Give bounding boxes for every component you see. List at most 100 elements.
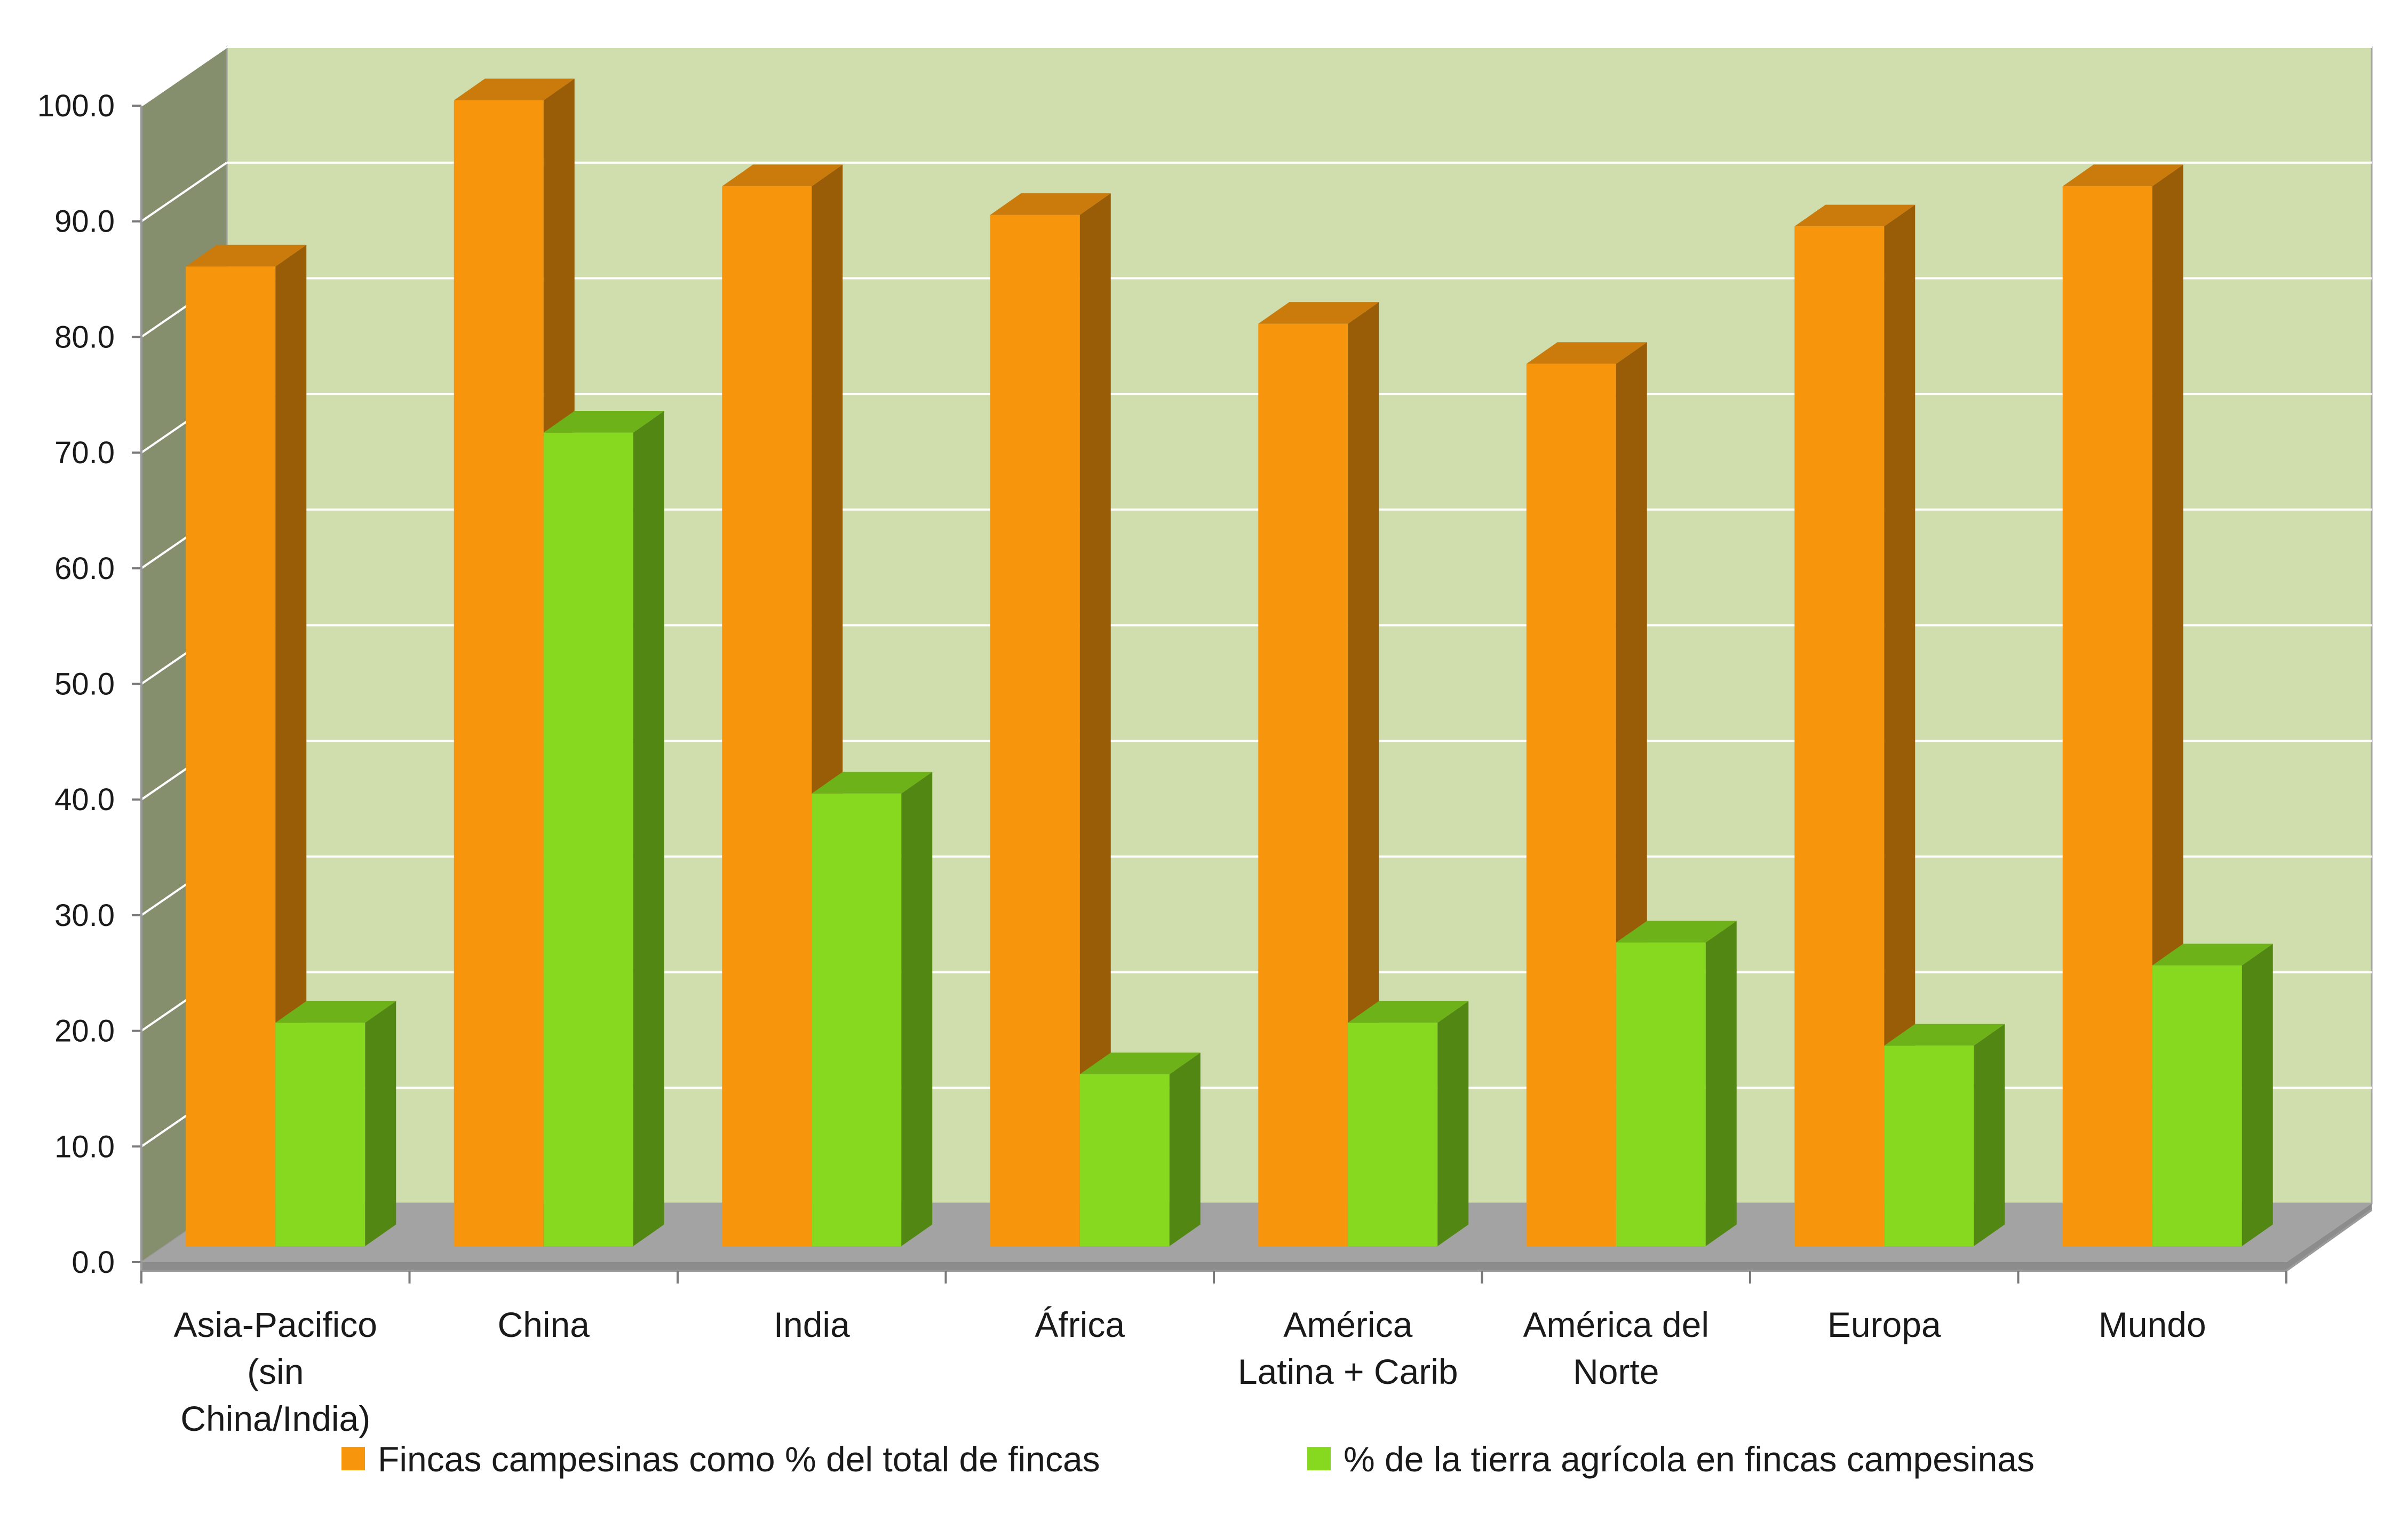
category-label: América del Norte	[1523, 1305, 1709, 1391]
legend-item-0: Fincas campesinas como % del total de fi…	[341, 1439, 1100, 1479]
bar-top	[1884, 1024, 2005, 1046]
category-label-line: Mundo	[2099, 1305, 2206, 1344]
bar-front	[1884, 1045, 1974, 1246]
y-tick-label: 10.0	[54, 1129, 115, 1164]
y-tick-label: 20.0	[54, 1014, 115, 1049]
category-label: India	[774, 1305, 850, 1344]
bar-side	[1705, 921, 1737, 1246]
y-tick-label: 60.0	[54, 551, 115, 586]
bar-front	[186, 266, 276, 1247]
bar-tierra-7	[2152, 944, 2273, 1246]
bar-top	[990, 193, 1111, 215]
bar-fincas-6	[1794, 204, 1916, 1246]
y-tick-label: 90.0	[54, 204, 115, 239]
bar-front	[1258, 323, 1348, 1246]
bar-front	[2062, 186, 2152, 1246]
axes	[132, 105, 2373, 1284]
bar-front	[275, 1023, 365, 1246]
bar-front	[990, 215, 1080, 1247]
y-tick-label: 0.0	[71, 1245, 115, 1280]
bar-top	[1794, 204, 1916, 227]
bar-side	[1974, 1024, 2005, 1246]
bar-tierra-6	[1884, 1024, 2005, 1246]
bar-front	[1526, 363, 1616, 1246]
bar-side	[2242, 944, 2273, 1246]
bar-tierra-5	[1616, 921, 1737, 1246]
bar-top	[2062, 164, 2183, 187]
category-label: China	[498, 1305, 590, 1344]
bar-front	[2152, 965, 2242, 1246]
legend-label: Fincas campesinas como % del total de fi…	[378, 1439, 1100, 1479]
bar-side	[275, 244, 307, 1247]
bar-top	[543, 411, 664, 433]
bar-side	[1437, 1001, 1469, 1246]
bar-front	[1079, 1074, 1170, 1246]
bar-tierra-2	[812, 772, 933, 1246]
y-tick-labels: 0.0 10.0 20.0 30.0 40.0 50.0 60.0 70.0 80.0 90.0 1…	[37, 89, 115, 1280]
x-axis-depth	[2285, 1209, 2373, 1272]
y-tick-label: 80.0	[54, 320, 115, 354]
bar-top	[275, 1001, 396, 1023]
bar-front	[1794, 226, 1885, 1246]
category-label-line: Norte	[1573, 1352, 1659, 1391]
legend-swatch	[1307, 1447, 1331, 1470]
bar-tierra-0	[275, 1001, 396, 1246]
category-label-line: Europa	[1827, 1305, 1941, 1344]
y-tick-label: 100.0	[37, 89, 115, 123]
category-label-line: India	[774, 1305, 850, 1344]
y-tick-label: 70.0	[54, 435, 115, 470]
bar-top	[2152, 944, 2273, 965]
bar-top	[186, 244, 307, 267]
category-label-line: África	[1035, 1305, 1125, 1344]
category-label: África	[1035, 1305, 1125, 1344]
bar-tierra-1	[543, 411, 664, 1246]
bar-front	[1348, 1023, 1438, 1246]
bar-side	[901, 772, 933, 1246]
bar-top	[1258, 302, 1379, 324]
category-label-line: América del	[1523, 1305, 1709, 1344]
bar-top	[1079, 1052, 1201, 1074]
category-label-line: China/India)	[180, 1399, 370, 1438]
category-label: Mundo	[2099, 1305, 2206, 1344]
bar-top	[454, 78, 575, 100]
category-labels: Asia-Pacifico (sin China/India) China India Á…	[174, 1305, 2206, 1438]
floor-edge	[141, 1203, 2372, 1271]
bar-side	[1884, 204, 1916, 1246]
gridline-side	[140, 46, 228, 107]
legend: Fincas campesinas como % del total de fi…	[341, 1439, 2035, 1479]
category-label-line: (sin	[247, 1352, 304, 1391]
legend-swatch	[341, 1447, 365, 1470]
y-tick-label: 40.0	[54, 782, 115, 817]
category-label-line: América	[1283, 1305, 1412, 1344]
bar-tierra-3	[1079, 1052, 1201, 1246]
legend-label: % de la tierra agrícola en fincas campes…	[1344, 1439, 2035, 1479]
category-label: América Latina + Carib	[1238, 1305, 1458, 1391]
bar-top	[1348, 1001, 1469, 1023]
gridline-side	[140, 162, 228, 223]
bar-front	[543, 432, 633, 1246]
bar-side	[1079, 193, 1111, 1247]
bar-tierra-4	[1348, 1001, 1469, 1246]
y-tick-label: 30.0	[54, 898, 115, 933]
y-tick-label: 50.0	[54, 667, 115, 702]
bar-front	[812, 793, 902, 1246]
bar-front	[454, 100, 544, 1246]
category-label-line: China	[498, 1305, 590, 1344]
bar-front	[722, 186, 812, 1246]
bar-top	[1616, 921, 1737, 943]
bar-top	[722, 164, 843, 187]
category-label: Asia-Pacifico (sin China/India)	[174, 1305, 377, 1438]
category-label: Europa	[1827, 1305, 1941, 1344]
bar-fincas-0	[186, 244, 307, 1247]
bar-top	[1526, 342, 1647, 364]
bar-fincas-3	[990, 193, 1111, 1247]
category-label-line: Latina + Carib	[1238, 1352, 1458, 1391]
bar-side	[1169, 1052, 1201, 1246]
category-label-line: Asia-Pacifico	[174, 1305, 377, 1344]
bar-side	[633, 411, 664, 1246]
bar-side	[365, 1001, 396, 1246]
bar-top	[812, 772, 933, 794]
bars	[186, 78, 2273, 1247]
legend-item-1: % de la tierra agrícola en fincas campes…	[1307, 1439, 2035, 1479]
